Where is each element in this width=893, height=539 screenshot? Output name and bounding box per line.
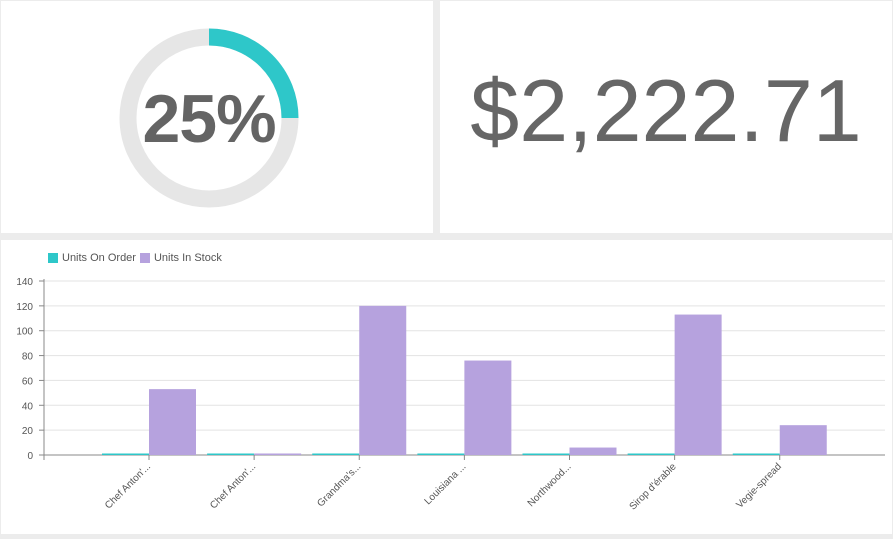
x-tick-label: Northwood... [526,461,574,509]
bar-chart-panel: Units On Order Units In Stock 0 20 40 60 80 1… [1,240,892,534]
x-tick-label: Sirop d'érable [628,461,679,512]
y-tick-label: 40 [22,401,34,412]
x-tick-label: Grandma's... [315,461,363,509]
bar-chart: 0 20 40 60 80 100 120 140 Chef Anton'... Chef Ant… [16,277,885,513]
legend-label-units-on-order: Units On Order [62,252,136,264]
bar [627,453,675,455]
bar [522,453,570,455]
gauge-fill [119,28,299,208]
kpi-panel: $2,222.71 [440,1,892,233]
y-tick-label: 120 [16,302,33,313]
x-tick-label: Vegie-spread [734,461,783,510]
bar [312,453,360,455]
bar [254,453,302,455]
legend-item-units-in-stock[interactable]: Units In Stock [139,252,222,264]
legend-swatch-units-on-order [48,253,58,263]
bar [149,389,196,455]
y-tick-label: 60 [22,376,34,387]
y-tick-label: 20 [22,426,34,437]
y-tick-label: 140 [16,277,33,288]
gauge-percent-label: 25% [142,81,276,157]
bar [207,453,255,455]
legend-swatch-units-in-stock [139,253,150,263]
x-tick-label: Louisiana ... [423,461,469,507]
y-tick-label: 80 [22,352,34,363]
kpi-value: $2,222.71 [470,61,862,160]
bar [779,425,827,455]
x-tick-label: Chef Anton'... [103,461,153,511]
gauge-panel: 25% [1,1,433,233]
legend-label-units-in-stock: Units In Stock [153,252,222,264]
bar [569,447,617,455]
legend-item-units-on-order[interactable]: Units On Order [48,252,136,264]
bar [464,360,512,455]
bar [417,453,465,455]
bar [674,314,722,455]
y-tick-label: 100 [16,327,33,338]
bar [102,453,149,455]
x-tick-label: Chef Anton'... [208,461,258,511]
gauge-chart [119,28,299,208]
chart-legend: Units On Order Units In Stock [48,252,226,264]
bar [732,453,780,455]
y-tick-label: 0 [27,451,33,462]
bar [359,305,407,455]
